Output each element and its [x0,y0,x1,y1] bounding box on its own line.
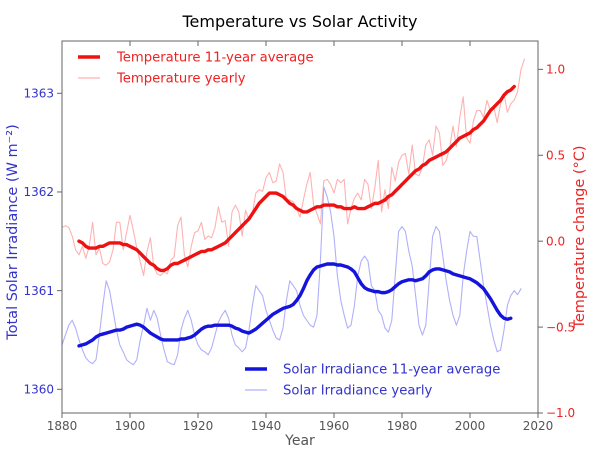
series-temp-yearly [61,58,525,277]
y-left-tick-label: 1361 [23,284,54,298]
x-tick-label: 2020 [523,419,554,433]
x-tick-label: 1960 [319,419,350,433]
x-axis-label: Year [284,433,315,449]
y-right-tick-label: 1.0 [546,63,565,77]
x-tick-label: 1980 [387,419,418,433]
legend-label-temp-yearly: Temperature yearly [116,72,246,87]
plot-frame [61,40,539,414]
chart-title: Temperature vs Solar Activity [181,12,417,31]
y-right-tick-label: 0.0 [546,234,565,248]
y-left-tick-label: 1363 [23,87,54,101]
x-tick-label: 1880 [47,419,78,433]
series-tsi-yearly [61,186,522,366]
legend-label-solar-yearly: Solar Irradiance yearly [283,384,432,399]
legend-temperature: Temperature 11-year average Temperature … [78,51,314,87]
x-tick-label: 1900 [115,419,146,433]
legend-solar: Solar Irradiance 11-year average Solar I… [245,363,500,399]
legend-label-solar-average: Solar Irradiance 11-year average [283,363,500,378]
y-left-tick-label: 1360 [23,383,54,397]
axis-layer: 1880 1900 1920 1940 1960 1980 2000 2020 1360 1361… [23,40,575,433]
y-right-tick-label: 0.5 [546,148,565,162]
series-tsi-avg [77,262,513,348]
x-tick-label: 1940 [251,419,282,433]
series-layer [61,58,525,366]
x-tick-label: 1920 [183,419,214,433]
x-tick-label: 2000 [455,419,486,433]
series-temp-avg [77,84,516,273]
y-right-axis-label: Temperature change (°C) [572,145,588,329]
y-right-tick-label: −1.0 [546,406,575,420]
y-left-tick-label: 1362 [23,185,54,199]
y-right-tick-label: −0.5 [546,320,575,334]
y-left-axis-label: Total Solar Irradiance (W m⁻²) [5,124,21,341]
legend-label-temp-average: Temperature 11-year average [116,51,314,66]
